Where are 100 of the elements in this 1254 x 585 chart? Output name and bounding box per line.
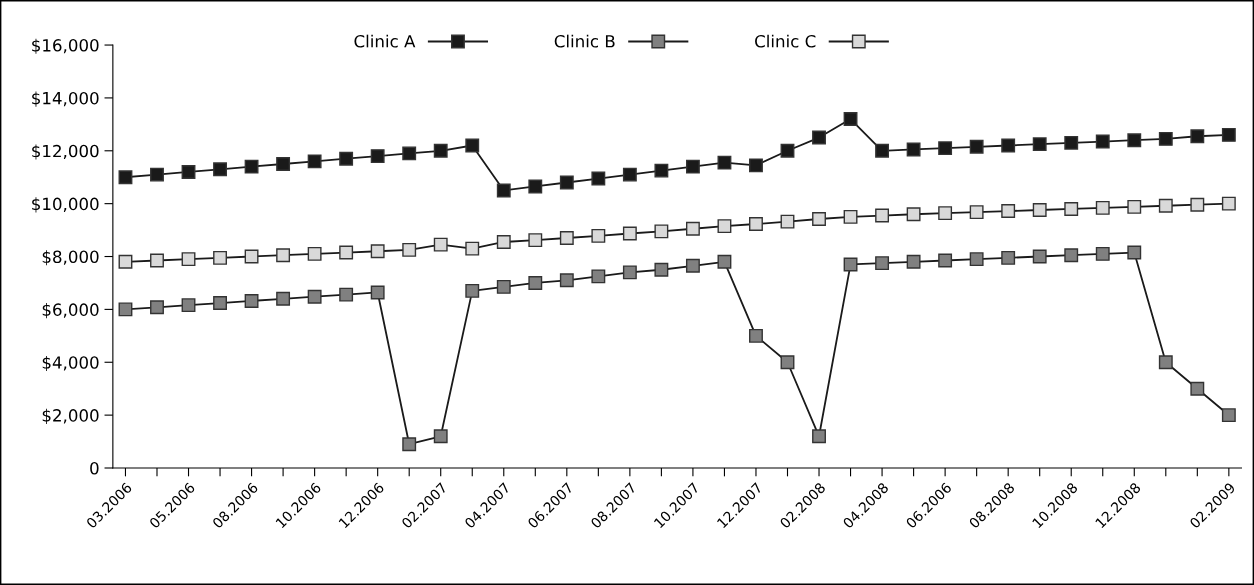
point xyxy=(370,149,385,164)
point xyxy=(780,214,795,229)
point xyxy=(118,302,133,317)
point xyxy=(150,167,164,182)
point xyxy=(969,205,984,220)
point xyxy=(1158,355,1173,370)
y-tick-label: $12,000 xyxy=(32,144,99,160)
point xyxy=(812,212,826,226)
point xyxy=(433,237,448,252)
point xyxy=(969,252,984,267)
point xyxy=(339,245,354,260)
point xyxy=(307,289,322,304)
point xyxy=(402,437,417,452)
point xyxy=(622,167,637,182)
point xyxy=(559,273,574,288)
point xyxy=(938,206,953,221)
point xyxy=(843,209,858,224)
point xyxy=(213,162,227,177)
point xyxy=(339,151,354,166)
point xyxy=(465,138,480,153)
point xyxy=(244,249,259,264)
point xyxy=(465,283,480,298)
legend-label: Clinic A xyxy=(354,34,416,48)
point xyxy=(1001,138,1016,153)
point xyxy=(717,254,732,269)
point xyxy=(559,231,574,245)
point xyxy=(749,158,763,173)
point xyxy=(433,429,448,444)
point xyxy=(433,143,448,158)
point xyxy=(591,171,606,186)
point xyxy=(812,429,826,444)
point xyxy=(1190,197,1205,212)
point xyxy=(276,248,291,263)
point xyxy=(1221,196,1236,211)
point xyxy=(213,296,227,310)
point xyxy=(969,139,984,154)
point xyxy=(528,179,543,194)
point xyxy=(1158,198,1173,213)
point xyxy=(591,269,606,284)
point xyxy=(812,130,826,145)
point xyxy=(843,112,858,127)
point xyxy=(1001,204,1016,218)
point xyxy=(622,265,637,280)
point xyxy=(1095,200,1110,215)
point xyxy=(622,226,637,241)
point xyxy=(685,258,700,273)
y-tick-label: $8,000 xyxy=(42,250,99,266)
point xyxy=(938,253,953,268)
point xyxy=(654,262,669,277)
point xyxy=(244,293,259,308)
point xyxy=(370,285,385,300)
point xyxy=(1064,201,1079,216)
point xyxy=(1032,249,1047,264)
point xyxy=(1032,137,1047,152)
y-tick-label: $10,000 xyxy=(32,197,99,213)
legend-label: Clinic B xyxy=(554,34,615,48)
legend-label: Clinic C xyxy=(755,34,816,48)
point xyxy=(307,246,322,261)
point xyxy=(654,163,669,178)
point xyxy=(685,159,700,174)
point xyxy=(496,183,511,198)
point xyxy=(150,253,164,268)
point xyxy=(591,228,606,243)
point xyxy=(402,242,417,257)
point xyxy=(1127,245,1142,260)
point xyxy=(1221,408,1236,423)
point xyxy=(1001,250,1016,265)
point xyxy=(276,157,291,171)
point xyxy=(1095,246,1110,261)
point xyxy=(1095,134,1110,149)
point xyxy=(150,300,164,315)
point xyxy=(875,256,890,271)
point xyxy=(1190,129,1205,144)
y-tick-label: 0 xyxy=(90,461,99,475)
point xyxy=(1158,131,1173,146)
point xyxy=(276,291,291,306)
point xyxy=(780,143,795,158)
y-tick-label: $4,000 xyxy=(42,355,99,372)
point xyxy=(496,235,511,249)
point xyxy=(307,154,322,169)
point xyxy=(654,224,669,239)
point xyxy=(717,155,732,170)
point xyxy=(244,159,259,174)
point xyxy=(1127,133,1142,148)
point xyxy=(1190,381,1205,396)
point xyxy=(685,221,700,236)
point xyxy=(181,164,196,179)
y-tick-label: $2,000 xyxy=(42,408,99,424)
y-tick-label: $14,000 xyxy=(32,91,99,107)
point xyxy=(749,217,763,231)
point xyxy=(749,328,763,343)
point xyxy=(875,208,890,223)
point xyxy=(370,244,385,259)
point xyxy=(875,143,890,158)
y-tick-label: $16,000 xyxy=(32,38,99,54)
point xyxy=(118,254,133,269)
point xyxy=(528,276,543,290)
point xyxy=(213,250,227,265)
point xyxy=(528,233,543,248)
point xyxy=(1127,199,1142,214)
